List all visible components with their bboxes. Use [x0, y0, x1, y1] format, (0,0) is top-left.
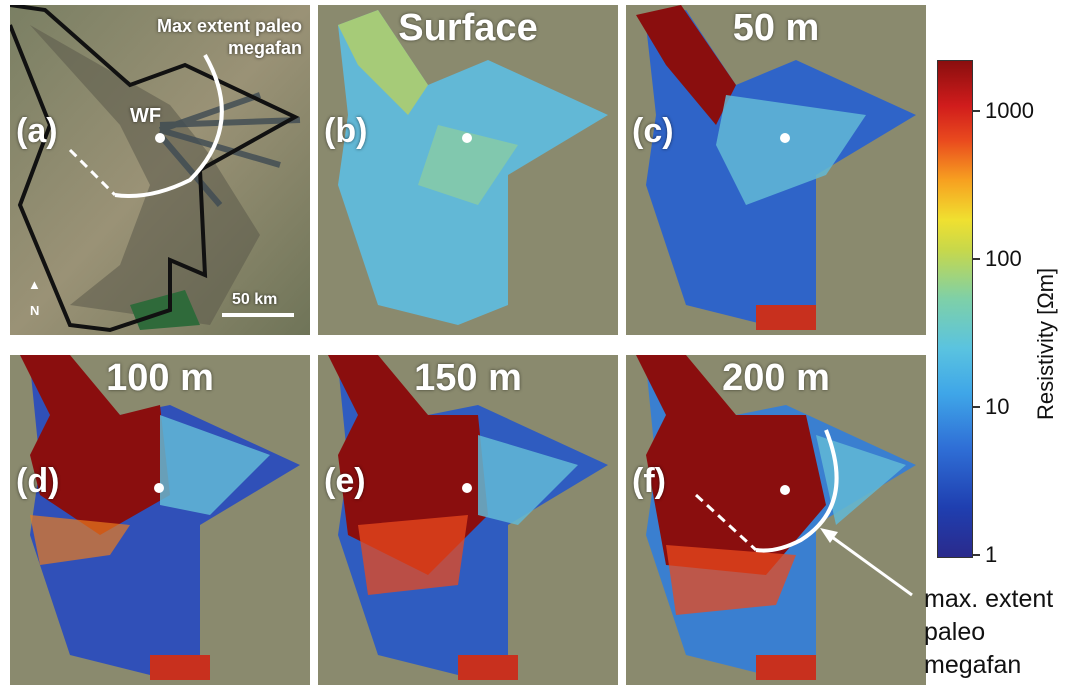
wf-marker	[462, 483, 472, 493]
annotation-line-1: max. extent	[924, 583, 1053, 616]
colorbar-tick	[972, 406, 980, 408]
wf-marker	[154, 483, 164, 493]
wf-marker	[780, 485, 790, 495]
note-line-2: megafan	[70, 37, 302, 59]
resistivity-map	[626, 5, 926, 335]
colorbar-tick-label: 100	[985, 246, 1022, 272]
colorbar-tick	[972, 554, 980, 556]
panel-label: (e)	[324, 462, 366, 501]
depth-label: 100 m	[10, 357, 310, 400]
wf-marker	[462, 133, 472, 143]
max-extent-note: Max extent paleo megafan	[70, 15, 302, 59]
annotation-line-3: megafan	[924, 649, 1053, 682]
scale-label: 50 km	[232, 291, 277, 309]
panel-d: 100 m (d)	[10, 355, 310, 685]
panel-label: (d)	[16, 462, 59, 501]
colorbar-tick-label: 1000	[985, 98, 1034, 124]
wf-label: WF	[130, 105, 161, 128]
wf-marker	[155, 133, 165, 143]
colorbar-tick	[972, 258, 980, 260]
resistivity-map	[626, 355, 926, 685]
panel-label: (a)	[16, 112, 58, 151]
north-arrow-icon: ▲	[28, 277, 41, 292]
depth-label: Surface	[318, 7, 618, 50]
panel-a: (a) WF Max extent paleo megafan ▲ N 50 k…	[10, 5, 310, 335]
panel-label: (c)	[632, 112, 674, 151]
depth-label: 50 m	[626, 7, 926, 50]
resistivity-map	[318, 355, 618, 685]
panel-label: (b)	[324, 112, 367, 151]
wf-marker	[780, 133, 790, 143]
panel-label: (f)	[632, 462, 666, 501]
panel-e: 150 m (e)	[318, 355, 618, 685]
colorbar-tick-label: 1	[985, 542, 997, 568]
panel-f: 200 m (f)	[626, 355, 926, 685]
depth-label: 200 m	[626, 357, 926, 400]
colorbar-tick-label: 10	[985, 394, 1009, 420]
panel-b: Surface (b)	[318, 5, 618, 335]
megafan-annotation: max. extent paleo megafan	[924, 583, 1053, 682]
scale-bar	[222, 313, 294, 317]
annotation-line-2: paleo	[924, 616, 1053, 649]
resistivity-map	[10, 355, 310, 685]
panel-c: 50 m (c)	[626, 5, 926, 335]
north-label: N	[30, 303, 39, 318]
depth-label: 150 m	[318, 357, 618, 400]
colorbar	[937, 60, 973, 558]
resistivity-map	[318, 5, 618, 335]
note-line-1: Max extent paleo	[70, 15, 302, 37]
colorbar-title: Resistivity [Ωm]	[1033, 220, 1059, 420]
colorbar-tick	[972, 110, 980, 112]
